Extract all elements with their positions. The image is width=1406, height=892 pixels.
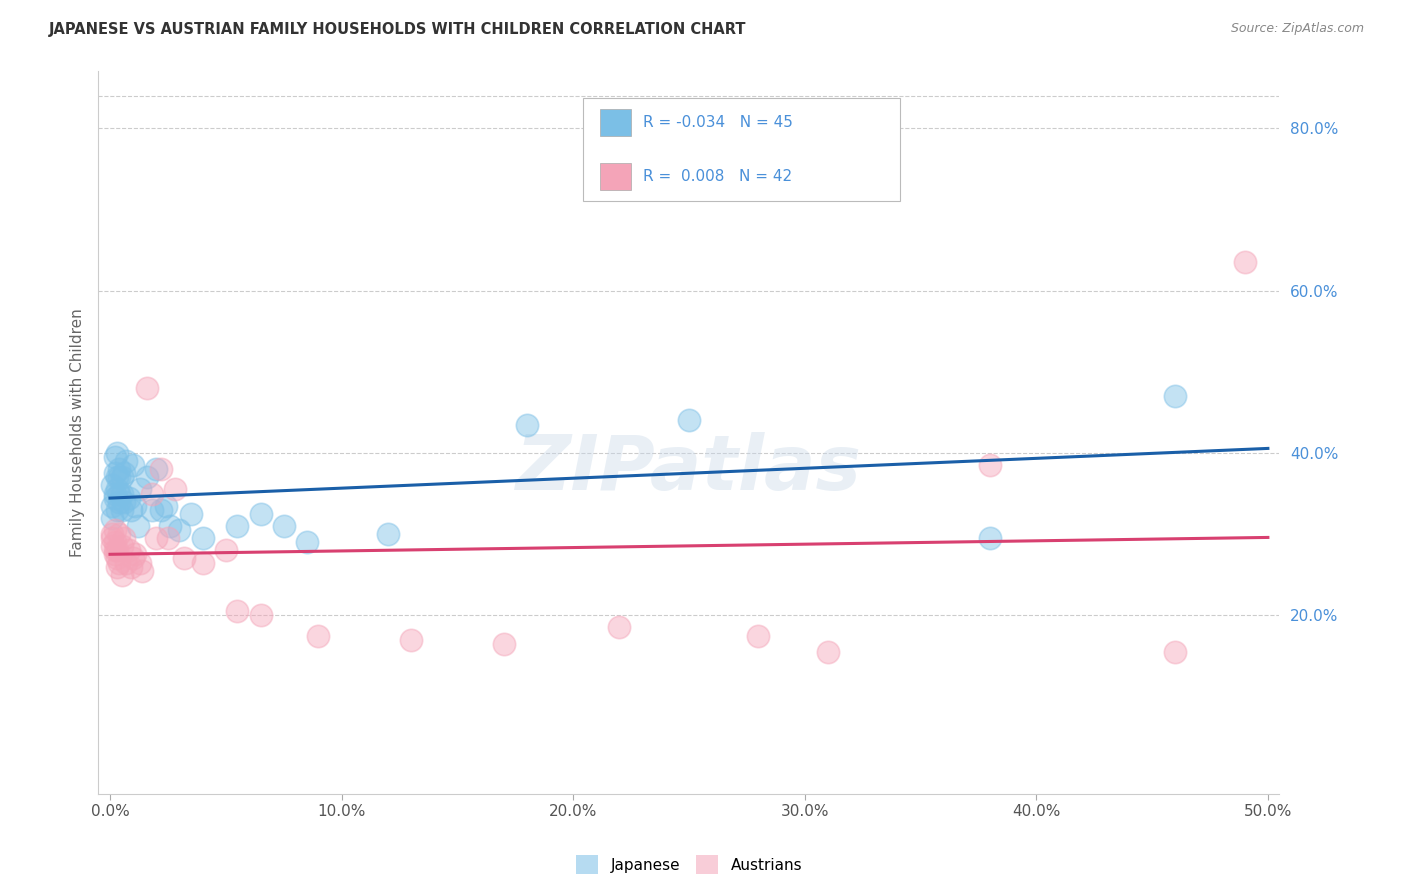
Point [104,548,127,562]
Point [101,499,124,513]
Point [226,519,249,533]
Point [101,539,124,553]
Point [173,551,195,566]
Point [159,519,181,533]
Point [104,491,127,505]
Point [110,470,132,484]
Point [273,519,295,533]
Point [492,637,515,651]
Point [108,470,131,484]
Point [191,556,214,570]
Point [110,539,132,553]
Point [104,467,127,481]
Point [141,502,163,516]
Point [295,535,318,549]
Point [1164,389,1187,403]
Point [110,486,132,500]
Point [105,559,128,574]
Point [112,494,135,508]
Y-axis label: Family Households with Children: Family Households with Children [69,309,84,557]
Point [105,470,128,484]
Point [104,543,127,558]
Point [104,486,127,500]
Point [101,527,124,541]
Point [105,483,128,497]
Point [108,494,131,508]
Point [226,604,249,618]
Point [105,551,128,566]
Point [1164,645,1187,659]
Point [101,531,124,545]
Point [122,551,145,566]
Point [108,486,131,500]
Point [122,458,145,472]
Point [149,462,172,476]
Text: JAPANESE VS AUSTRIAN FAMILY HOUSEHOLDS WITH CHILDREN CORRELATION CHART: JAPANESE VS AUSTRIAN FAMILY HOUSEHOLDS W… [49,22,747,37]
Point [169,523,191,537]
Point [127,519,149,533]
Point [105,502,128,516]
Point [120,502,142,516]
Point [155,499,177,513]
Text: R =  0.008   N = 42: R = 0.008 N = 42 [643,169,792,184]
Text: R = -0.034   N = 45: R = -0.034 N = 45 [643,115,793,129]
Text: ZIPatlas: ZIPatlas [516,432,862,506]
Point [104,450,127,464]
Text: Source: ZipAtlas.com: Source: ZipAtlas.com [1230,22,1364,36]
Point [191,531,214,545]
Point [979,531,1001,545]
Point [110,502,132,516]
Point [145,462,167,476]
Point [101,478,124,492]
Point [129,556,152,570]
Point [747,629,769,643]
Point [117,491,139,505]
Point [101,511,124,525]
Point [104,535,127,549]
Point [1233,255,1256,269]
Point [105,543,128,558]
Point [110,567,132,582]
Point [104,523,127,537]
Point [399,632,422,647]
Point [979,458,1001,472]
Point [117,543,139,558]
Point [124,548,146,562]
Point [377,527,399,541]
Point [108,462,131,476]
Point [131,564,153,578]
Point [136,470,159,484]
Point [678,413,700,427]
Point [115,454,138,468]
Point [249,608,271,623]
Point [112,467,135,481]
Point [817,645,839,659]
Point [516,417,538,432]
Point [156,531,179,545]
Point [108,527,131,541]
Point [249,507,271,521]
Legend: Japanese, Austrians: Japanese, Austrians [569,849,808,880]
Point [105,446,128,460]
Point [124,499,146,513]
Point [141,486,163,500]
Point [609,620,631,634]
Point [129,483,152,497]
Point [149,502,172,516]
Point [163,483,186,497]
Point [115,556,138,570]
Point [108,556,131,570]
Point [215,543,238,558]
Point [120,559,142,574]
Point [180,507,202,521]
Point [112,531,135,545]
Point [145,531,167,545]
Point [136,381,159,395]
Point [307,629,329,643]
